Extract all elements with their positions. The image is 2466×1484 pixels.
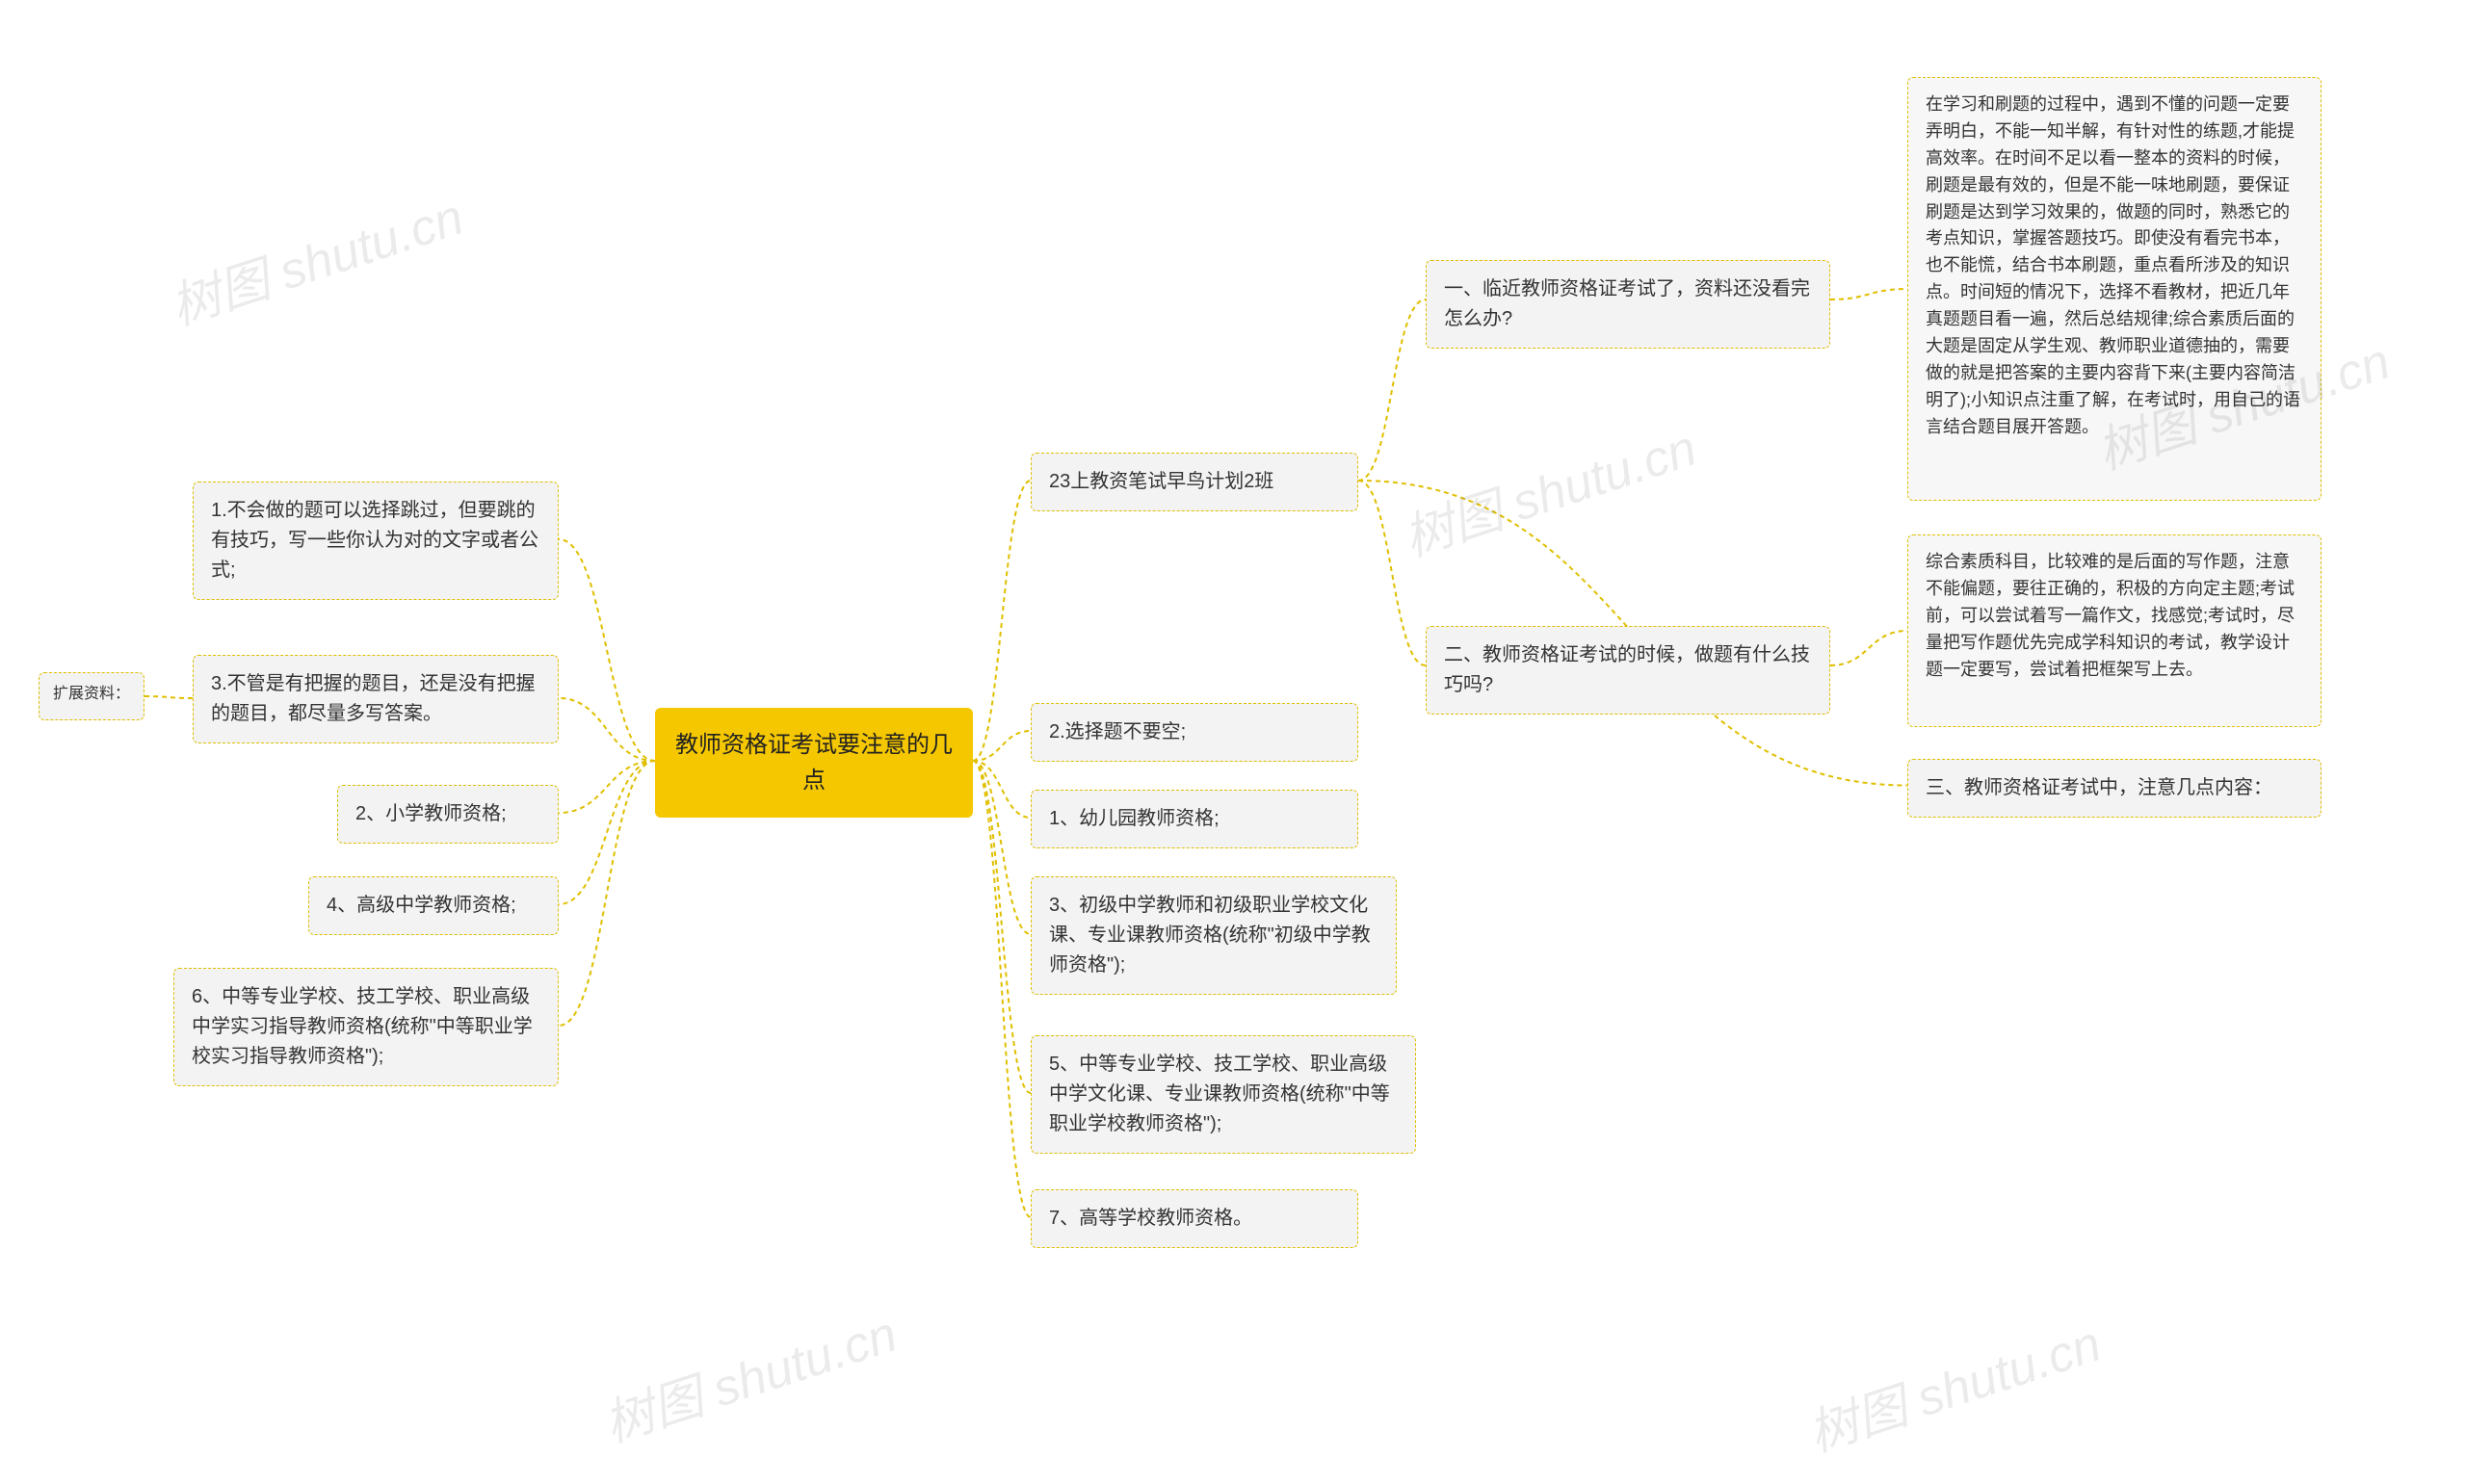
edge: [1358, 299, 1426, 481]
edge: [559, 698, 655, 761]
edge: [559, 761, 655, 813]
node-l1: 1.不会做的题可以选择跳过，但要跳的有技巧，写一些你认为对的文字或者公式;: [193, 482, 559, 600]
node-r6: 7、高等学校教师资格。: [1031, 1189, 1358, 1248]
node-r5: 5、中等专业学校、技工学校、职业高级中学文化课、专业课教师资格(统称"中等职业学…: [1031, 1035, 1416, 1154]
watermark: 树图 shutu.cn: [160, 176, 471, 339]
edge: [973, 731, 1031, 761]
node-l5: 6、中等专业学校、技工学校、职业高级中学实习指导教师资格(统称"中等职业学校实习…: [173, 968, 559, 1086]
node-l3: 2、小学教师资格;: [337, 785, 559, 844]
edge: [973, 481, 1031, 761]
mindmap-canvas: 教师资格证考试要注意的几点 23上教资笔试早鸟计划2班 一、临近教师资格证考试了，资…: [0, 0, 2466, 1484]
watermark: 树图 shutu.cn: [1797, 1303, 2109, 1466]
node-r1: 23上教资笔试早鸟计划2班: [1031, 453, 1358, 511]
edge: [973, 761, 1031, 818]
edge: [559, 539, 655, 761]
edge: [973, 761, 1031, 1093]
edge: [559, 761, 655, 1026]
edge: [973, 761, 1031, 934]
edge: [1830, 631, 1907, 665]
node-r1b1: 综合素质科目，比较难的是后面的写作题，注意不能偏题，要往正确的，积极的方向定主题…: [1907, 534, 2322, 727]
watermark: 树图 shutu.cn: [593, 1293, 905, 1456]
node-l2a: 扩展资料：: [39, 672, 144, 720]
node-r3: 1、幼儿园教师资格;: [1031, 790, 1358, 848]
edge: [1830, 289, 1907, 299]
node-r1a: 一、临近教师资格证考试了，资料还没看完怎么办?: [1426, 260, 1830, 349]
node-l2: 3.不管是有把握的题目，还是没有把握的题目，都尽量多写答案。: [193, 655, 559, 743]
edge: [144, 696, 193, 698]
node-r1a1: 在学习和刷题的过程中，遇到不懂的问题一定要弄明白，不能一知半解，有针对性的练题,…: [1907, 77, 2322, 501]
watermark: 树图 shutu.cn: [1393, 407, 1704, 570]
node-r1c: 三、教师资格证考试中，注意几点内容：: [1907, 759, 2322, 818]
edge: [1358, 481, 1426, 665]
edge: [973, 761, 1031, 1217]
node-l4: 4、高级中学教师资格;: [308, 876, 559, 935]
node-r2: 2.选择题不要空;: [1031, 703, 1358, 762]
node-r4: 3、初级中学教师和初级职业学校文化课、专业课教师资格(统称"初级中学教师资格")…: [1031, 876, 1397, 995]
edge: [559, 761, 655, 904]
node-r1b: 二、教师资格证考试的时候，做题有什么技巧吗?: [1426, 626, 1830, 715]
mindmap-root: 教师资格证考试要注意的几点: [655, 708, 973, 818]
